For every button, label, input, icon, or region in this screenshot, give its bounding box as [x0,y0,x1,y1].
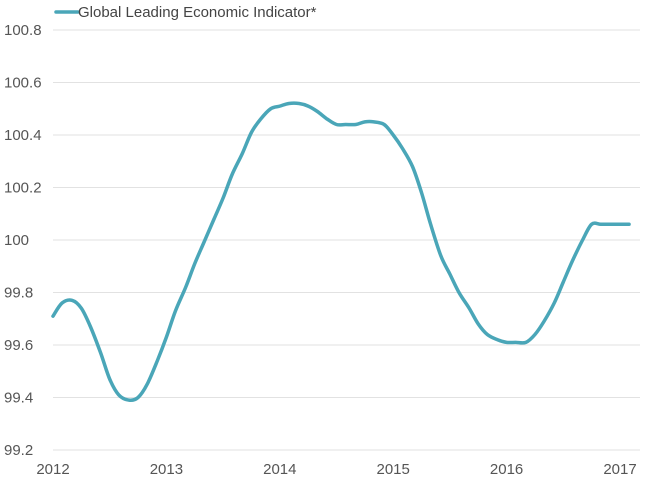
y-axis-ticks: 99.2 99.4 99.6 99.8 100 100.2 100.4 100.6 100.8 [4,22,42,459]
legend: Global Leading Economic Indicator* [54,4,317,21]
x-tick-label: 2013 [150,461,183,478]
x-tick-label: 2015 [377,461,410,478]
series-layer [51,101,631,403]
x-tick-label: 2016 [490,461,523,478]
x-tick-label: 2012 [36,461,69,478]
y-tick-label: 99.2 [4,442,33,459]
x-tick-label: 2017 [603,461,636,478]
y-tick-label: 99.6 [4,337,33,354]
y-tick-label: 99.4 [4,390,33,407]
y-tick-label: 100.4 [4,127,42,144]
x-axis-ticks: 2012 2013 2014 2015 2016 2017 [36,461,636,478]
y-tick-label: 99.8 [4,285,33,302]
y-tick-label: 100.8 [4,22,42,39]
gridlines [53,29,640,451]
y-tick-label: 100.6 [4,75,42,92]
series-line [51,101,631,403]
y-tick-label: 100 [4,232,29,249]
legend-label: Global Leading Economic Indicator* [78,4,317,21]
y-tick-label: 100.2 [4,180,42,197]
x-tick-label: 2014 [263,461,296,478]
